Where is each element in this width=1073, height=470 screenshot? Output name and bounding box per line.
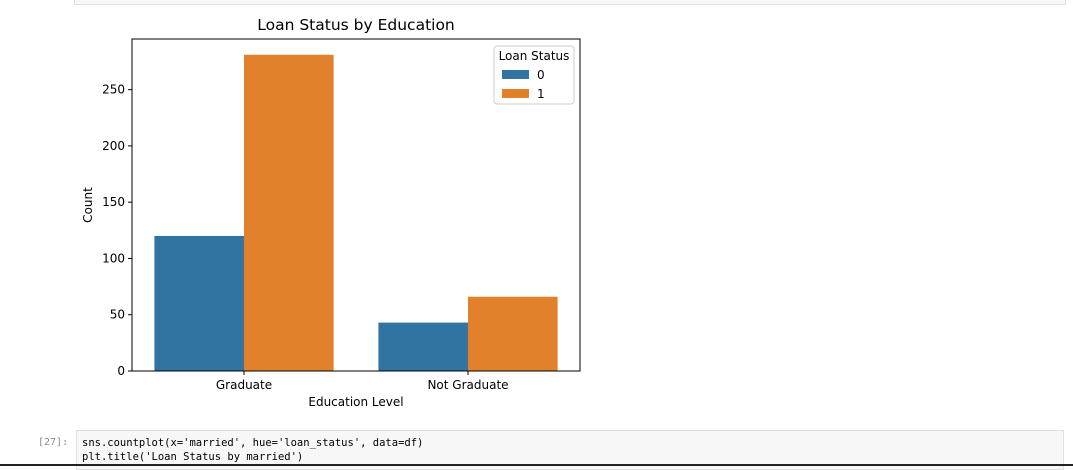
y-tick-label: 250 bbox=[102, 83, 125, 97]
previous-cell-bottom bbox=[74, 0, 1066, 5]
bar-not-graduate-1 bbox=[468, 296, 558, 371]
legend: Loan Status 0 1 bbox=[493, 45, 575, 105]
x-tick-label: Not Graduate bbox=[427, 378, 508, 392]
x-axis-label: Education Level bbox=[308, 395, 403, 409]
y-tick-label: 50 bbox=[110, 308, 125, 322]
code-line: plt.title('Loan Status by married') bbox=[82, 451, 304, 463]
y-tick-label: 100 bbox=[102, 251, 125, 265]
code-line: sns.countplot(x='married', hue='loan_sta… bbox=[82, 437, 424, 449]
bar-not-graduate-0 bbox=[378, 322, 468, 371]
plot-area: Graduate Not Graduate 0 50 100 150 200 250 bbox=[102, 38, 581, 392]
code-editor[interactable]: sns.countplot(x='married', hue='loan_sta… bbox=[76, 430, 1064, 470]
loan-status-chart: Loan Status by Education Count Education… bbox=[81, 16, 581, 409]
divider bbox=[0, 464, 1073, 466]
code-cell[interactable]: [27]: sns.countplot(x='married', hue='lo… bbox=[0, 430, 1073, 470]
cell-output: Loan Status by Education Count Education… bbox=[74, 8, 594, 418]
chart-title: Loan Status by Education bbox=[257, 16, 455, 34]
legend-swatch-0 bbox=[502, 70, 529, 79]
y-tick-label: 0 bbox=[117, 364, 125, 378]
x-tick-label: Graduate bbox=[216, 378, 272, 392]
bar-graduate-1 bbox=[244, 54, 334, 372]
bar-graduate-0 bbox=[154, 235, 244, 371]
legend-title: Loan Status bbox=[499, 49, 570, 63]
y-axis-label: Count bbox=[81, 187, 95, 223]
y-tick-label: 200 bbox=[102, 139, 125, 153]
legend-label-1: 1 bbox=[537, 87, 545, 101]
y-tick-label: 150 bbox=[102, 195, 125, 209]
plot-frame bbox=[131, 38, 581, 372]
cell-prompt: [27]: bbox=[38, 437, 69, 448]
legend-label-0: 0 bbox=[537, 68, 545, 82]
legend-swatch-1 bbox=[502, 89, 529, 98]
